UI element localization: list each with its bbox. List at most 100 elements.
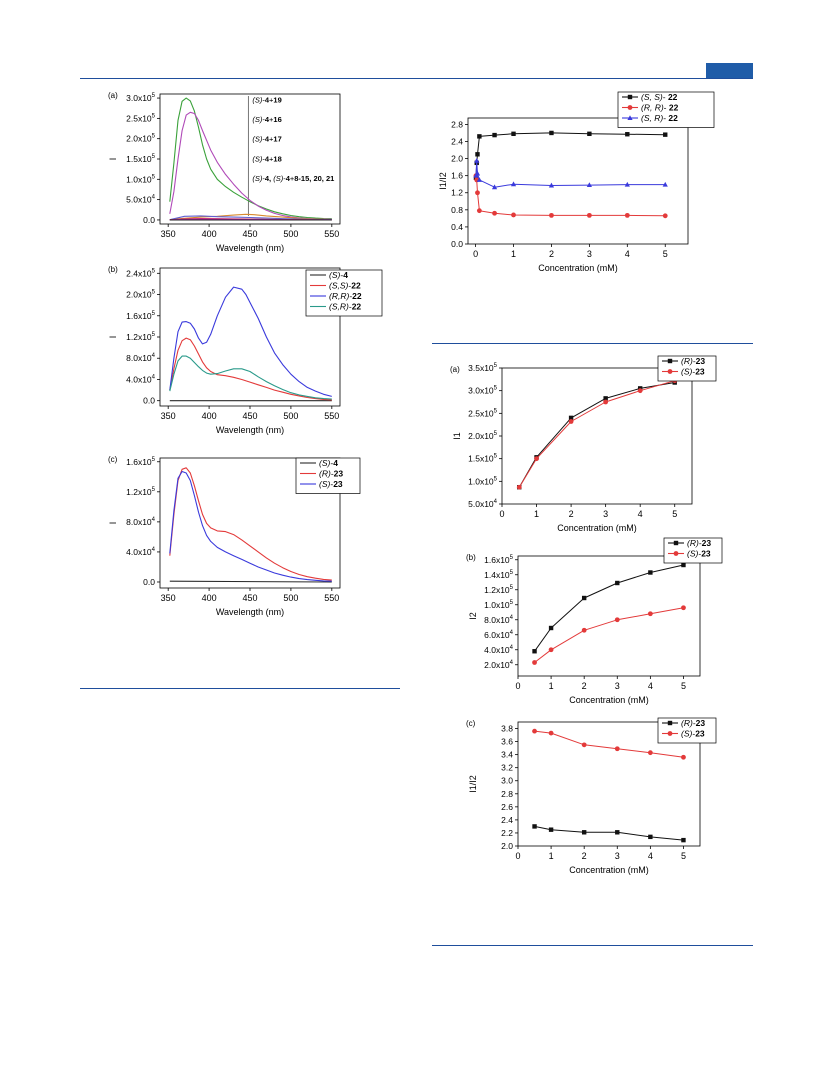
data-point: [586, 182, 592, 188]
y-tick-label: 1.6x105: [126, 457, 156, 467]
legend-label: (S)-4: [319, 458, 338, 468]
data-point: [681, 837, 686, 843]
legend-label: (R)-23: [687, 538, 711, 548]
x-tick-label: 500: [283, 229, 298, 239]
data-point: [510, 181, 517, 187]
ratio-vs-concentration-23-plot: (c) 0 1 2 3 4 5 2.0 2.2 2.4 2.6 2.8 3.0 3.2 3.4 3.6 3.8 C…: [466, 717, 717, 875]
x-tick-label: 0: [499, 509, 504, 519]
data-point: [548, 647, 554, 653]
data-point: [624, 212, 630, 218]
y-tick-label: 2.5x105: [468, 408, 498, 418]
y-tick-label: 1.0x105: [468, 476, 498, 486]
data-point: [492, 210, 497, 216]
y-tick-label: 1.6x105: [484, 555, 514, 565]
y-tick-label: 0.0: [143, 577, 155, 587]
series-line-1: [534, 564, 684, 652]
x-tick-label: 1: [534, 509, 539, 519]
plot-frame: [517, 555, 701, 677]
legend-label: (R)-23: [319, 469, 343, 479]
legend-label: (S)-4: [329, 270, 348, 280]
header-tab: [706, 63, 753, 78]
data-point: [475, 152, 480, 157]
x-tick-label: 0: [515, 851, 520, 861]
y-tick-label: 0.8: [451, 205, 463, 215]
legend-label: (S)-23: [687, 549, 711, 559]
data-point: [647, 750, 653, 756]
y-tick-label: 2.6: [501, 802, 513, 812]
legend-label: (S)-23: [319, 479, 343, 489]
data-point: [662, 213, 668, 219]
legend-box: [617, 91, 715, 128]
data-point: [549, 212, 554, 218]
legend-marker: [667, 731, 673, 736]
y-axis-title: I: [108, 158, 118, 161]
x-tick-label: 0: [473, 249, 478, 259]
legend-marker: [627, 94, 633, 100]
x-axis-title: Concentration (mM): [569, 695, 649, 705]
legend-label: (R)-23: [681, 718, 705, 728]
series-line-1: [475, 132, 666, 178]
y-tick-label: 2.0x105: [468, 431, 498, 441]
data-point: [516, 484, 522, 490]
legend-box: [657, 355, 717, 382]
data-point: [532, 728, 537, 734]
x-tick-label: 2: [582, 851, 587, 861]
y-tick-label: 1.6x105: [126, 311, 156, 321]
legend-marker: [673, 540, 679, 546]
data-point: [511, 131, 516, 137]
x-tick-label: 5: [663, 249, 668, 259]
data-point: [647, 611, 653, 617]
x-tick-label: 5: [681, 851, 686, 861]
y-axis-title: I: [108, 522, 118, 525]
panel-label: (c): [466, 719, 476, 728]
y-tick-label: 2.0x104: [484, 660, 514, 670]
x-axis-title: Wavelength (nm): [216, 425, 284, 435]
series-line-2: [534, 607, 684, 663]
data-point: [615, 580, 620, 586]
x-axis-title: Concentration (mM): [569, 865, 649, 875]
y-tick-label: 1.2x105: [484, 585, 514, 595]
series-line-3: [169, 470, 332, 582]
y-tick-label: 2.4: [501, 815, 513, 825]
plot-frame: [517, 721, 701, 847]
y-tick-label: 1.2x105: [126, 332, 156, 342]
y-tick-label: 0.0: [143, 396, 155, 406]
y-axis-title: I1/I2: [468, 775, 478, 793]
i2-vs-concentration-23-plot: (b) 0 1 2 3 4 5 2.0x104 4.0x104 6.0x104 8.0x104 1.0…: [466, 537, 723, 705]
y-tick-label: 8.0x104: [484, 615, 514, 625]
x-tick-label: 3: [587, 249, 592, 259]
y-tick-label: 1.0x105: [126, 174, 156, 184]
plot-frame: [159, 93, 341, 225]
data-point: [581, 742, 587, 748]
annotation-label: (S)-4+17: [252, 135, 281, 144]
x-tick-label: 450: [242, 229, 257, 239]
y-tick-label: 2.4: [451, 136, 463, 146]
data-point: [568, 419, 574, 424]
series-line-2: [169, 337, 332, 401]
y-tick-label: 4.0x104: [126, 547, 156, 557]
y-tick-label: 3.2: [501, 763, 513, 773]
y-tick-label: 8.0x104: [126, 353, 156, 363]
data-point: [549, 130, 554, 136]
y-tick-label: 1.6: [451, 171, 463, 181]
x-tick-label: 2: [549, 249, 554, 259]
series-line-2: [169, 467, 332, 581]
data-point: [663, 132, 668, 137]
data-point: [681, 605, 686, 611]
y-tick-label: 2.8: [451, 119, 463, 129]
x-tick-label: 4: [625, 249, 630, 259]
legend-label: (R, R)- 22: [641, 103, 679, 113]
figure-b-top-rule: [432, 343, 753, 344]
y-tick-label: 3.0x105: [126, 93, 156, 103]
data-point: [548, 182, 555, 188]
data-point: [511, 212, 516, 218]
legend-label: (S, R)- 22: [641, 113, 678, 123]
series-line-3: [169, 213, 332, 221]
legend-marker: [667, 358, 673, 364]
y-tick-label: 3.0x105: [468, 386, 498, 396]
series-line-2: [169, 111, 332, 220]
series-line-3: [475, 160, 666, 188]
y-tick-label: 2.5x105: [126, 113, 156, 123]
data-point: [625, 132, 630, 137]
data-point: [614, 617, 620, 623]
